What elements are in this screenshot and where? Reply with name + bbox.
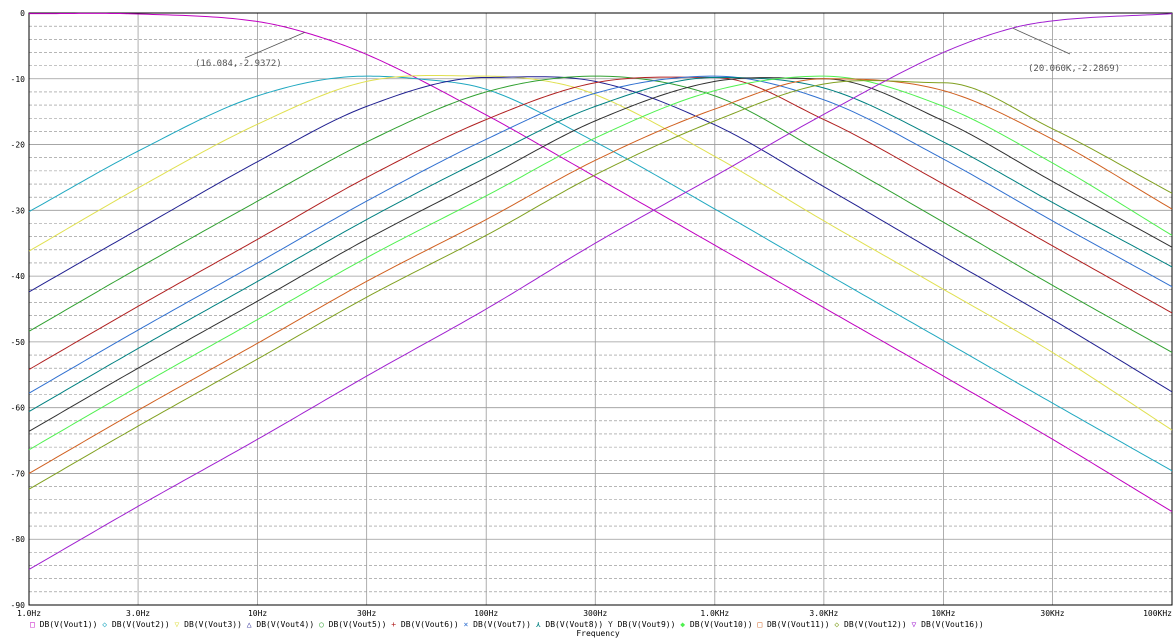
y-tick-label: -50: [11, 338, 26, 347]
x-tick-label: 100KHz: [1143, 609, 1172, 618]
legend-entry: DB(V(Vout10)): [690, 620, 753, 629]
plot-frame: [28, 12, 1173, 606]
legend-marker: □: [753, 620, 767, 629]
series-DB(V(Vout16)): [28, 13, 1173, 570]
series-layer: [28, 12, 1173, 570]
legend-marker: ▽: [907, 620, 921, 629]
x-tick-label: 300Hz: [583, 609, 607, 618]
legend-marker: ⋏: [531, 620, 545, 629]
series-DB(V(Vout4)): [28, 76, 1173, 393]
y-tick-label: -80: [11, 535, 26, 544]
legend-entry: DB(V(Vout9)): [618, 620, 676, 629]
x-tick-label: 10Hz: [248, 609, 267, 618]
legend-row: □ DB(V(Vout1)) ◇ DB(V(Vout2)) ▽ DB(V(Vou…: [30, 620, 984, 629]
x-tick-label: 30Hz: [357, 609, 376, 618]
x-tick-label: 100Hz: [474, 609, 498, 618]
y-tick-label: -90: [11, 601, 26, 610]
legend-marker: □: [30, 620, 40, 629]
y-tick-label: -40: [11, 272, 26, 281]
legend-entry: DB(V(Vout3)): [184, 620, 242, 629]
x-tick-label: 30KHz: [1040, 609, 1064, 618]
legend: □ DB(V(Vout1)) ◇ DB(V(Vout2)) ▽ DB(V(Vou…: [30, 620, 984, 629]
x-tick-label: 3.0Hz: [126, 609, 150, 618]
legend-entry: DB(V(Vout11)): [767, 620, 830, 629]
series-DB(V(Vout8)): [28, 76, 1173, 413]
series-DB(V(Vout5)): [28, 75, 1173, 353]
legend-marker: ◇: [830, 620, 844, 629]
x-tick-label: 1.0Hz: [17, 609, 41, 618]
legend-entry: DB(V(Vout2)): [112, 620, 170, 629]
x-tick-label: 1.0KHz: [700, 609, 729, 618]
series-DB(V(Vout6)): [28, 76, 1173, 370]
y-tick-label: -70: [11, 469, 26, 478]
series-DB(V(Vout2)): [28, 75, 1173, 472]
annotations: (16.084,-2.9372) (20.060K,-2.2869): [195, 27, 1120, 74]
annotation-leader-2: [1012, 27, 1071, 55]
tick-labels: 0 -10 -20 -30 -40 -50 -60 -70 -80 -901.0Hz 3.0Hz 10…: [11, 9, 1173, 618]
x-tick-label: 10KHz: [931, 609, 955, 618]
annotation-leader-1: [244, 31, 305, 59]
series-DB(V(Vout9)): [28, 77, 1173, 432]
x-tick-label: 3.0KHz: [809, 609, 838, 618]
y-tick-label: 0: [20, 9, 25, 18]
legend-marker: ▽: [170, 620, 184, 629]
legend-marker: △: [242, 620, 256, 629]
legend-marker: +: [386, 620, 400, 629]
legend-marker: ×: [459, 620, 473, 629]
y-tick-label: -10: [11, 75, 26, 84]
legend-entry: DB(V(Vout1)): [40, 620, 98, 629]
y-tick-label: -20: [11, 141, 26, 150]
legend-marker: ◇: [97, 620, 111, 629]
legend-marker: ○: [314, 620, 328, 629]
legend-entry: DB(V(Vout4)): [256, 620, 314, 629]
series-DB(V(Vout11)): [28, 78, 1173, 474]
x-axis-title: Frequency: [576, 629, 620, 638]
series-DB(V(Vout12)): [28, 80, 1173, 490]
legend-entry: DB(V(Vout6)): [401, 620, 459, 629]
annotation-label-1: (16.084,-2.9372): [195, 59, 282, 69]
series-DB(V(Vout1)): [28, 12, 1173, 513]
legend-marker: Y: [603, 620, 617, 629]
y-tick-label: -30: [11, 206, 26, 215]
series-DB(V(Vout10)): [28, 75, 1173, 451]
legend-entry: DB(V(Vout7)): [473, 620, 531, 629]
y-tick-label: -60: [11, 404, 26, 413]
legend-entry: DB(V(Vout8)): [545, 620, 603, 629]
legend-marker: ◆: [675, 620, 689, 629]
legend-entry: DB(V(Vout12)): [844, 620, 907, 629]
legend-entry: DB(V(Vout16)): [921, 620, 984, 629]
series-DB(V(Vout7)): [28, 75, 1173, 394]
annotation-label-2: (20.060K,-2.2869): [1028, 64, 1120, 74]
legend-entry: DB(V(Vout5)): [329, 620, 387, 629]
